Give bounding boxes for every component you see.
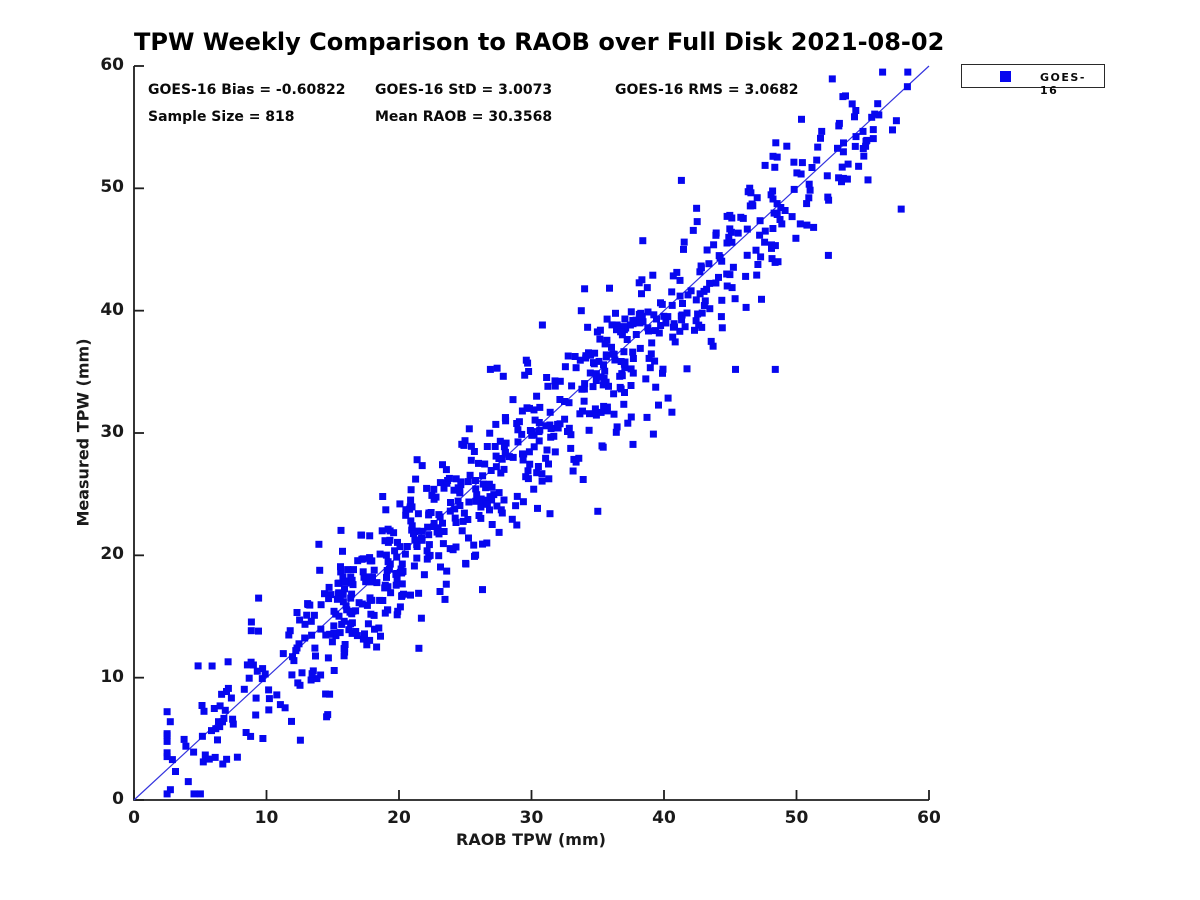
y-tick-label: 10	[100, 666, 124, 687]
stat-mean-raob: Mean RAOB = 30.3568	[375, 109, 553, 125]
stat-std: GOES-16 StD = 3.0073	[375, 82, 553, 98]
x-tick-label: 60	[917, 808, 941, 828]
chart-title: TPW Weekly Comparison to RAOB over Full …	[134, 28, 945, 56]
stat-sample-size: Sample Size = 818	[148, 109, 295, 125]
x-tick-label: 20	[387, 808, 411, 828]
legend-box: GOES-16	[961, 64, 1105, 97]
y-tick-label: 60	[100, 55, 124, 75]
x-tick-label: 50	[784, 808, 809, 828]
y-tick-label: 0	[112, 789, 124, 809]
x-tick-label: 40	[652, 808, 676, 828]
stat-bias: GOES-16 Bias = -0.60822	[148, 82, 346, 98]
y-axis-label: Measured TPW (mm)	[73, 338, 93, 527]
y-tick-label: 30	[100, 422, 124, 442]
x-axis-label: RAOB TPW (mm)	[456, 830, 606, 849]
stat-rms: GOES-16 RMS = 3.0682	[615, 82, 799, 98]
legend-series-label: GOES-16	[1040, 71, 1086, 97]
legend-marker-square-icon	[1000, 71, 1011, 82]
goes16-scatter-points	[163, 68, 912, 798]
y-tick-label: 40	[100, 299, 124, 320]
y-tick-label: 20	[100, 544, 124, 565]
x-tick-label: 30	[519, 808, 544, 828]
x-tick-label: 0	[128, 808, 140, 828]
y-tick-label: 50	[100, 177, 124, 198]
x-tick-label: 10	[254, 808, 279, 828]
axis-ticks	[133, 65, 930, 801]
